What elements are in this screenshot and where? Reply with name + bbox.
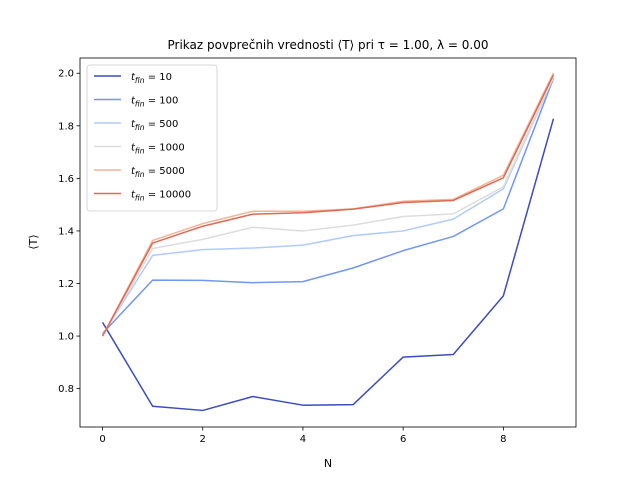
x-tick-label: 2 [200, 434, 206, 445]
legend-label-3: tfin = 1000 [131, 143, 185, 156]
y-tick-label: 1.4 [58, 226, 74, 237]
y-tick-label: 1.8 [58, 121, 74, 132]
series-line-3 [101, 76, 555, 336]
y-axis-label: ⟨T⟩ [27, 234, 40, 249]
legend-label-4: tfin = 5000 [131, 166, 185, 179]
x-tick-label: 4 [300, 434, 306, 445]
x-tick-label: 6 [400, 434, 406, 445]
series-line-5 [101, 74, 555, 337]
legend-box [86, 64, 218, 212]
legend-label-0: tfin = 10 [131, 72, 172, 85]
x-axis-label: N [324, 457, 332, 470]
x-tick-label: 0 [99, 434, 105, 445]
series-line-2 [101, 77, 555, 336]
y-tick-label: 2.0 [58, 69, 74, 80]
y-tick-label: 1.6 [58, 174, 74, 185]
y-tick-label: 1.2 [58, 279, 74, 290]
y-tick-label: 1.0 [58, 332, 74, 343]
series-line-1 [102, 78, 555, 334]
legend-label-1: tfin = 100 [131, 96, 178, 109]
y-tick-label: 0.8 [58, 384, 74, 395]
legend-label-2: tfin = 500 [131, 119, 178, 132]
legend-label-5: tfin = 10000 [131, 190, 191, 203]
series-line-0 [101, 118, 555, 412]
x-tick-label: 8 [500, 434, 506, 445]
chart-title: Prikaz povprečnih vrednosti ⟨T⟩ pri τ = … [168, 38, 489, 52]
plot-area: 0 2 4 6 80.81.01.21.41.61.82.0 tfin = 10tfin … [58, 57, 577, 445]
plot-frame [79, 57, 577, 428]
legend: tfin = 10 tfin = 100 tfin = 500 tfin = 1000… [86, 64, 218, 212]
series-line-4 [101, 72, 555, 337]
